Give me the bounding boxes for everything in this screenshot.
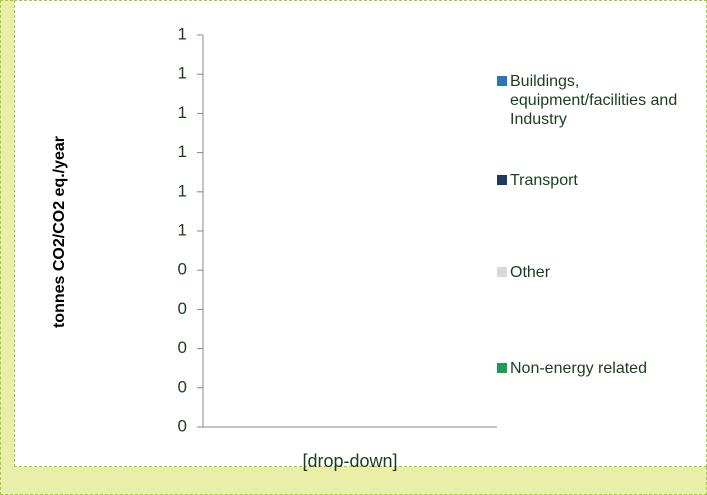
y-tick-label: 0 [178,416,187,435]
y-tick-label: 1 [178,103,187,122]
legend-item: Buildings, equipment/facilities and Indu… [497,72,707,129]
chart-frame [14,0,707,467]
y-tick-label: 1 [178,24,187,43]
legend-label: Transport [510,172,578,189]
legend-label: Other [510,264,551,281]
legend-swatch [497,363,507,373]
legend-swatch [497,76,507,86]
legend-item: Other [497,263,707,282]
legend-label: Non-energy related [510,360,647,377]
legend-label: Buildings, equipment/facilities and Indu… [510,73,678,128]
y-tick-label: 0 [178,260,187,279]
y-tick-label: 0 [178,338,187,357]
legend-item: Non-energy related [497,359,707,378]
y-tick-label: 1 [178,181,187,200]
y-tick-label: 1 [178,142,187,161]
x-tick-label: [drop-down] [302,451,397,471]
y-axis-label: tonnes CO2/CO2 eq./year [51,136,68,328]
y-tick-label: 1 [178,64,187,83]
legend-item: Transport [497,171,707,190]
y-tick-label: 0 [178,299,187,318]
y-tick-label: 1 [178,220,187,239]
legend-swatch [497,267,507,277]
legend-swatch [497,175,507,185]
y-tick-label: 0 [178,377,187,396]
